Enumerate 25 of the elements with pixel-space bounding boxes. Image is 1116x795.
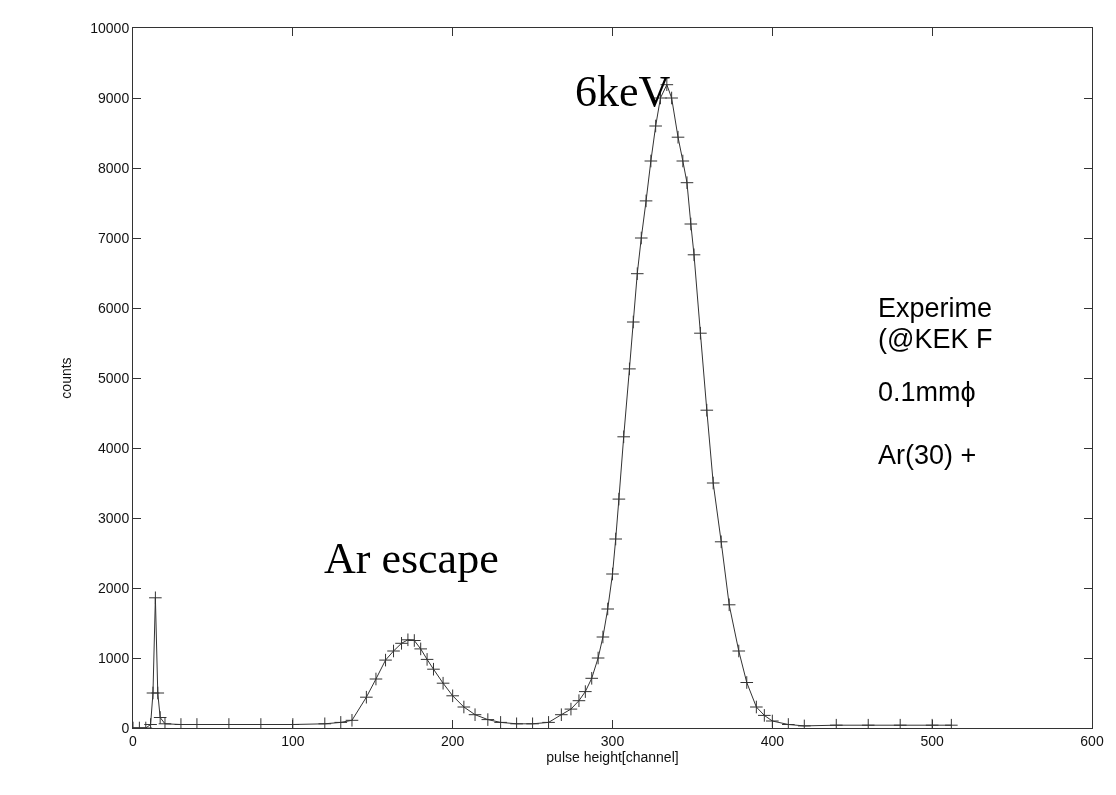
y-tick-label: 0 <box>121 719 130 736</box>
annotation: Experime <box>878 293 993 323</box>
y-tick-label: 7000 <box>98 229 130 246</box>
y-tick-label: 9000 <box>98 89 130 106</box>
x-tick-label: 600 <box>1080 732 1104 749</box>
y-tick-label: 6000 <box>98 299 130 316</box>
annotation: (@KEK F <box>878 324 993 354</box>
x-tick-label: 200 <box>440 732 465 749</box>
y-tick-label: 8000 <box>98 159 130 176</box>
x-axis-title: pulse height[channel] <box>546 749 679 766</box>
y-tick-label: 1000 <box>98 649 130 666</box>
annotation: Ar(30) + <box>878 440 977 470</box>
annotation: 6keV <box>575 67 671 116</box>
x-tick-label: 100 <box>281 732 305 749</box>
x-tick-label: 500 <box>920 732 945 749</box>
x-tick-label: 400 <box>760 732 785 749</box>
x-tick-label: 300 <box>600 732 625 749</box>
annotation: 0.1mmϕ <box>878 377 976 407</box>
y-tick-label: 2000 <box>98 579 130 596</box>
y-axis-title: counts <box>57 357 74 399</box>
y-tick-label: 10000 <box>90 19 130 36</box>
y-tick-label: 5000 <box>98 369 130 386</box>
y-tick-label: 4000 <box>98 439 130 456</box>
annotation: Ar escape <box>324 534 499 583</box>
y-tick-label: 3000 <box>98 509 130 526</box>
